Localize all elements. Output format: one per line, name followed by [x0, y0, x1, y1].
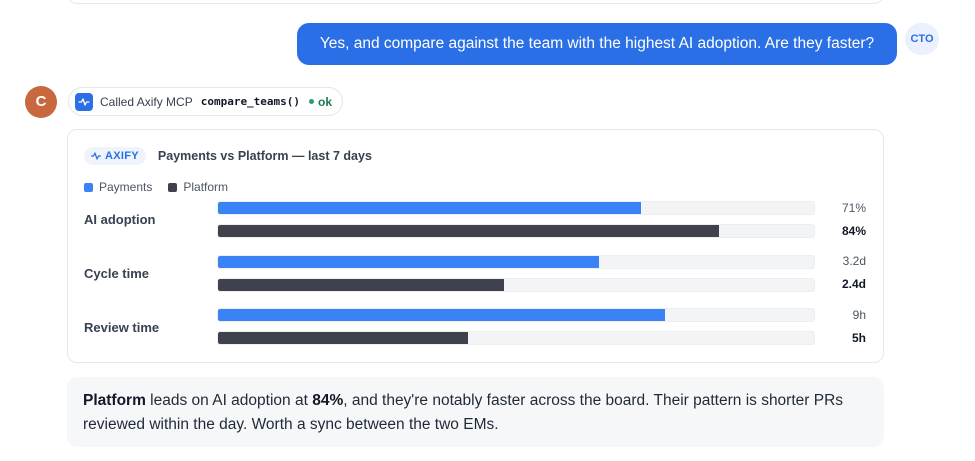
legend-swatch-payments	[84, 182, 93, 192]
bar-ai-adoption-payments	[218, 202, 642, 214]
bar-review-time-payments	[218, 309, 665, 321]
metric-label-review-time: Review time	[84, 320, 160, 335]
pulse-icon	[75, 92, 93, 111]
bar-track-cycle-time-payments	[217, 255, 815, 269]
axify-badge: AXIFY	[84, 147, 146, 165]
answer-text-2: , and they're notably faster across the …	[83, 392, 844, 433]
previous-card-edge	[67, 0, 884, 4]
metric-label-cycle-time: Cycle time	[84, 266, 150, 281]
metric-label-ai-adoption: AI adoption	[84, 212, 156, 227]
legend-item-payments: Payments	[84, 180, 152, 194]
legend-swatch-platform	[168, 182, 178, 192]
legend-label-payments: Payments	[99, 180, 153, 194]
chart-legend: Payments Platform	[84, 180, 244, 194]
comparison-card: AXIFY Payments vs Platform — last 7 days…	[67, 129, 884, 363]
value-ai-adoption-platform: 84%	[841, 224, 866, 238]
value-cycle-time-platform: 2.4d	[841, 277, 866, 291]
bar-track-review-time-payments	[217, 308, 815, 322]
legend-label-platform: Platform	[183, 180, 229, 194]
value-ai-adoption-payments: 71%	[841, 201, 866, 215]
card-title: Payments vs Platform — last 7 days	[157, 149, 372, 163]
pulse-icon	[91, 152, 101, 160]
value-cycle-time-payments: 3.2d	[842, 254, 866, 268]
tool-call-prefix: Called Axify MCP	[100, 94, 193, 109]
bar-track-ai-adoption-platform	[217, 224, 815, 238]
bar-cycle-time-payments	[218, 256, 600, 268]
bar-track-ai-adoption-payments	[217, 201, 815, 215]
bar-track-review-time-platform	[217, 331, 815, 345]
tool-call-pill[interactable]: Called Axify MCP compare_teams() ok	[68, 87, 343, 116]
bar-cycle-time-platform	[218, 279, 505, 291]
value-review-time-platform: 5h	[851, 331, 866, 345]
value-review-time-payments: 9h	[852, 308, 866, 322]
bar-review-time-platform	[218, 332, 469, 344]
answer-text-1: leads on AI adoption at	[145, 392, 313, 409]
answer-team: Platform	[83, 392, 146, 409]
legend-item-platform: Platform	[168, 180, 228, 194]
user-avatar: CTO	[905, 23, 939, 55]
tool-call-function: compare_teams()	[200, 95, 301, 108]
card-header: AXIFY Payments vs Platform — last 7 days	[84, 147, 372, 165]
agent-avatar: C	[25, 86, 57, 118]
tool-call-status: ok	[318, 94, 333, 109]
user-message-bubble: Yes, and compare against the team with t…	[297, 23, 897, 65]
bar-track-cycle-time-platform	[217, 278, 815, 292]
bar-ai-adoption-platform	[218, 225, 719, 237]
axify-badge-label: AXIFY	[105, 150, 139, 162]
status-dot	[309, 99, 315, 104]
answer-value: 84%	[312, 392, 344, 409]
agent-answer: Platform leads on AI adoption at 84%, an…	[67, 377, 884, 447]
